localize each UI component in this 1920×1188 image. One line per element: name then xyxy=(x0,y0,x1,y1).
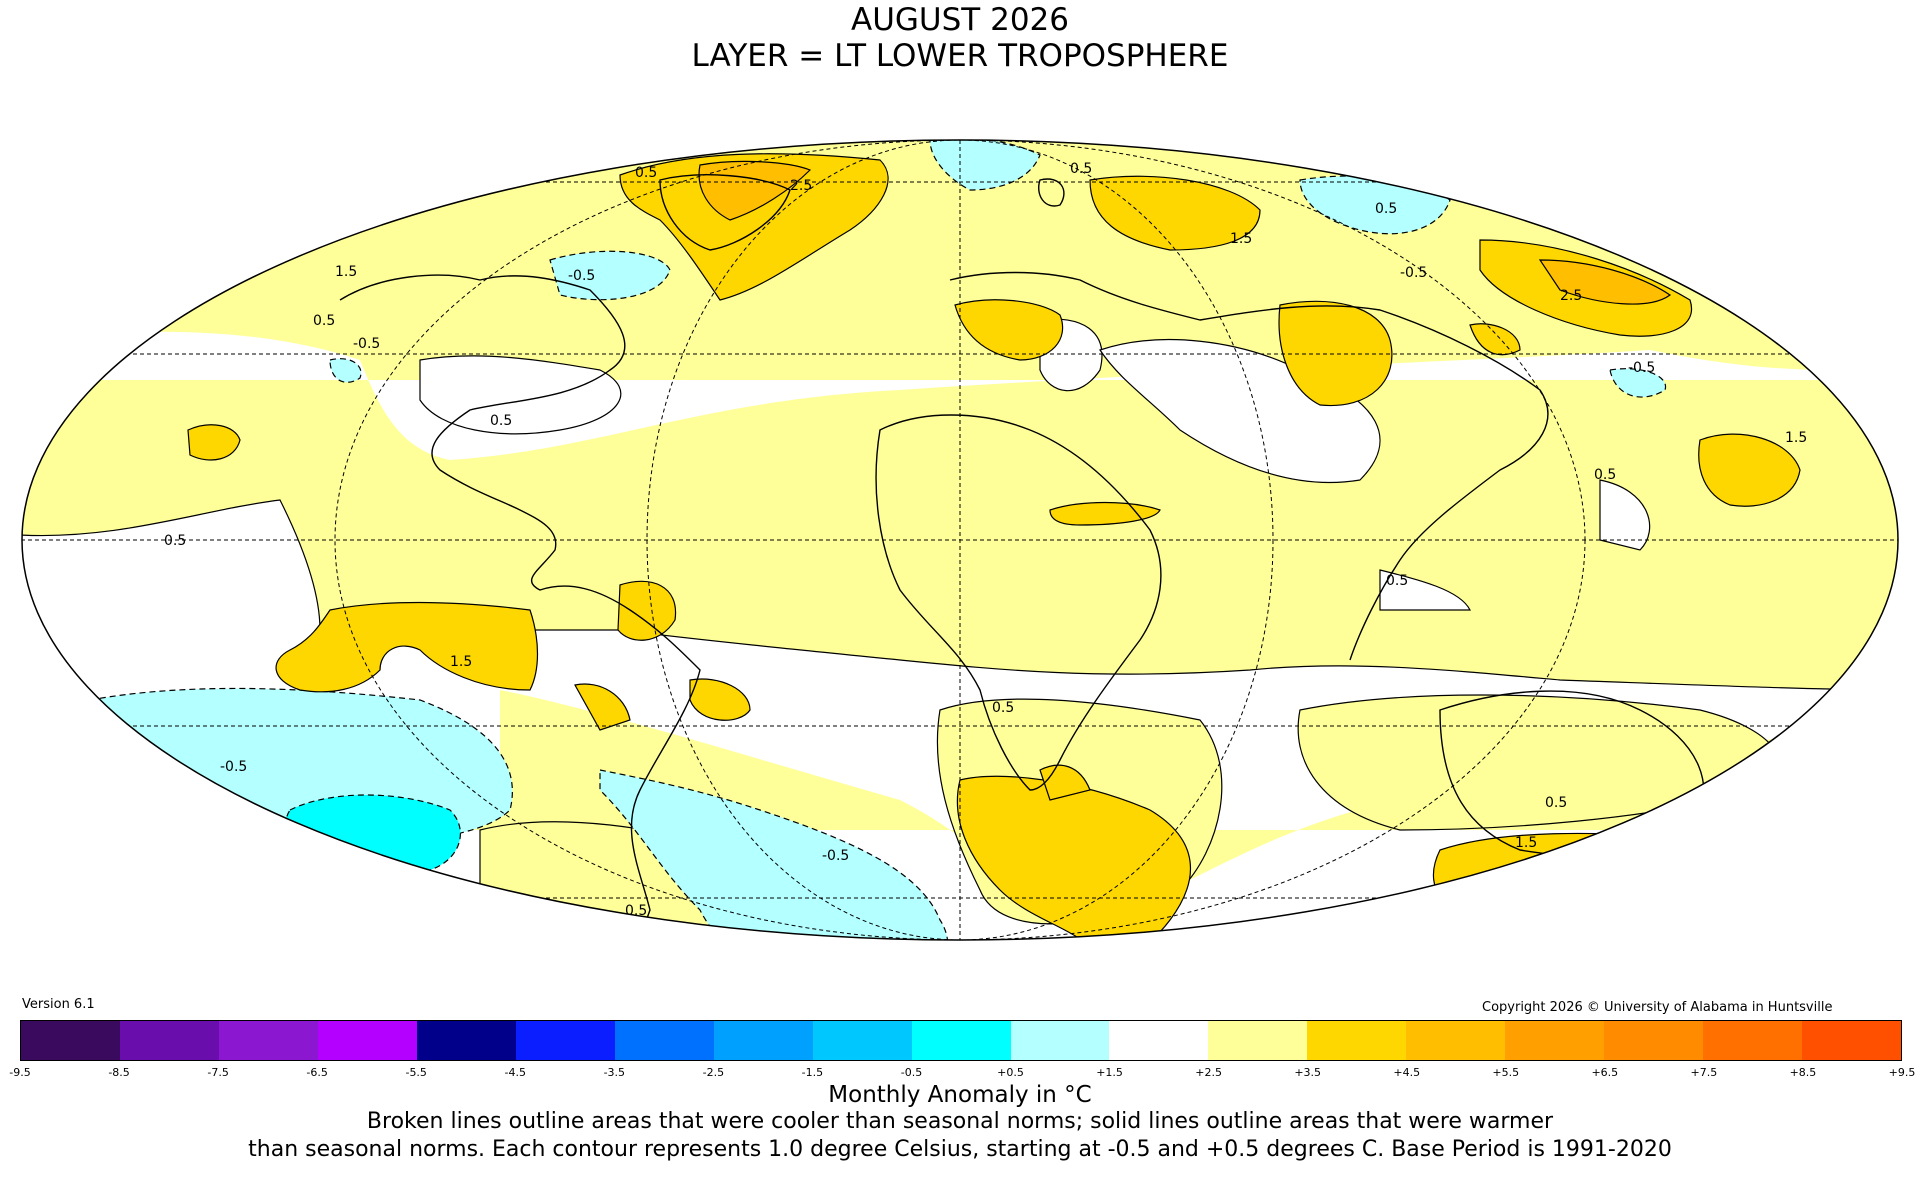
colorbar-swatch xyxy=(416,1021,516,1060)
contour-label: 0.5 xyxy=(992,700,1014,716)
contour-label: 2.5 xyxy=(790,178,812,194)
colorbar-swatch xyxy=(911,1021,1011,1060)
colorbar-tick-label: -4.5 xyxy=(504,1066,526,1079)
contour-label: -0.5 xyxy=(1628,360,1655,376)
contour-label: -0.5 xyxy=(568,268,595,284)
map-outline xyxy=(21,139,1899,941)
contour-label: -0.5 xyxy=(1400,265,1427,281)
colorbar-swatch xyxy=(515,1021,615,1060)
caption-line-2: than seasonal norms. Each contour repres… xyxy=(248,1137,1672,1162)
colorbar-tick-label: -5.5 xyxy=(405,1066,427,1079)
colorbar-tick-label: +7.5 xyxy=(1690,1066,1718,1079)
colorbar-tick-label: -0.5 xyxy=(900,1066,923,1079)
colorbar-swatch xyxy=(1307,1021,1407,1060)
contour-label: -0.5 xyxy=(220,759,247,775)
colorbar-swatch xyxy=(713,1021,813,1060)
contour-label: -0.5 xyxy=(822,848,849,864)
colorbar-tick-label: +4.5 xyxy=(1393,1066,1421,1079)
contour-label: 1.5 xyxy=(1450,987,1472,1003)
colorbar-tick-label: +6.5 xyxy=(1591,1066,1619,1079)
contour-label: 1.5 xyxy=(1785,430,1807,446)
contour-label: 0.5 xyxy=(1070,161,1092,177)
map-title: AUGUST 2026 xyxy=(851,2,1069,38)
contour-label: -0.5 xyxy=(353,336,380,352)
colorbar-swatch xyxy=(1703,1021,1803,1060)
contour-label: 1.5 xyxy=(450,654,472,670)
caption-line-1: Broken lines outline areas that were coo… xyxy=(366,1109,1554,1134)
graticule xyxy=(22,140,1898,940)
colorbar-ticks: -9.5 -8.5 -7.5 -6.5 -5.5 -4.5 -3.5 -2.5 -1.5 -0.5… xyxy=(0,1066,1920,1082)
contour-label: 1.5 xyxy=(1230,231,1252,247)
contour-label: 0.5 xyxy=(164,533,186,549)
anomaly-map: 0.5 0.5 0.5 0.5 0.5 0.5 0.5 0.5 0.5 0.5 … xyxy=(21,139,1899,1003)
colorbar-swatch xyxy=(1208,1021,1308,1060)
colorbar-tick-label: -7.5 xyxy=(207,1066,229,1079)
colorbar-tick-label: -3.5 xyxy=(603,1066,626,1079)
contour-label: 0.5 xyxy=(1386,573,1408,589)
colorbar xyxy=(20,1020,1902,1061)
strongest-cool-regions xyxy=(870,968,910,992)
contour-label: 0.5 xyxy=(313,313,335,329)
colorbar-swatch xyxy=(1604,1021,1704,1060)
contour-label: 1.5 xyxy=(690,945,712,961)
version-label: Version 6.1 xyxy=(22,997,95,1012)
contour-label: 1.5 xyxy=(1515,835,1537,851)
contour-label: 0.5 xyxy=(1594,467,1616,483)
colorbar-tick-label: -2.5 xyxy=(702,1066,725,1079)
colorbar-tick-label: -8.5 xyxy=(108,1066,130,1079)
contour-label: 1.5 xyxy=(335,264,357,280)
colorbar-swatch xyxy=(1505,1021,1605,1060)
map-subtitle: LAYER = LT LOWER TROPOSPHERE xyxy=(691,38,1229,74)
colorbar-tick-label: -9.5 xyxy=(9,1066,31,1079)
copyright-label: Copyright 2026 © University of Alabama i… xyxy=(1482,1000,1833,1015)
anomaly-fields: 0.5 0.5 0.5 0.5 0.5 0.5 0.5 0.5 0.5 0.5 … xyxy=(22,140,1898,1003)
colorbar-swatch xyxy=(218,1021,318,1060)
contour-label: 0.5 xyxy=(490,413,512,429)
contour-label: 0.5 xyxy=(1375,201,1397,217)
colorbar-unit-label: Monthly Anomaly in °C xyxy=(828,1082,1092,1108)
colorbar-tick-label: +3.5 xyxy=(1294,1066,1322,1079)
colorbar-swatch xyxy=(614,1021,714,1060)
colorbar-tick-label: +0.5 xyxy=(997,1066,1024,1079)
colorbar-tick-label: +8.5 xyxy=(1789,1066,1817,1079)
colorbar-tick-label: +5.5 xyxy=(1492,1066,1520,1079)
contour-label: 2.5 xyxy=(1560,288,1582,304)
contour-labels: 0.5 0.5 0.5 0.5 0.5 0.5 0.5 0.5 0.5 0.5 … xyxy=(164,161,1807,1003)
contour-label: 0.5 xyxy=(635,165,657,181)
colorbar-swatch xyxy=(1802,1021,1902,1060)
colorbar-swatch xyxy=(1010,1021,1110,1060)
contour-label: -0.5 xyxy=(1310,925,1337,941)
colorbar-swatch xyxy=(1109,1021,1209,1060)
colorbar-swatch xyxy=(1406,1021,1506,1060)
colorbar-swatch xyxy=(317,1021,417,1060)
contour-label: 0.5 xyxy=(1545,795,1567,811)
contour-label: -1.5 xyxy=(365,873,392,889)
colorbar-tick-label: +2.5 xyxy=(1195,1066,1222,1079)
colorbar-tick-label: +1.5 xyxy=(1096,1066,1123,1079)
colorbar-swatch xyxy=(812,1021,912,1060)
colorbar-swatch xyxy=(119,1021,219,1060)
colorbar-tick-label: -1.5 xyxy=(801,1066,824,1079)
colorbar-tick-label: -6.5 xyxy=(306,1066,328,1079)
colorbar-tick-label: +9.5 xyxy=(1888,1066,1916,1079)
colorbar-swatch xyxy=(21,1021,120,1060)
